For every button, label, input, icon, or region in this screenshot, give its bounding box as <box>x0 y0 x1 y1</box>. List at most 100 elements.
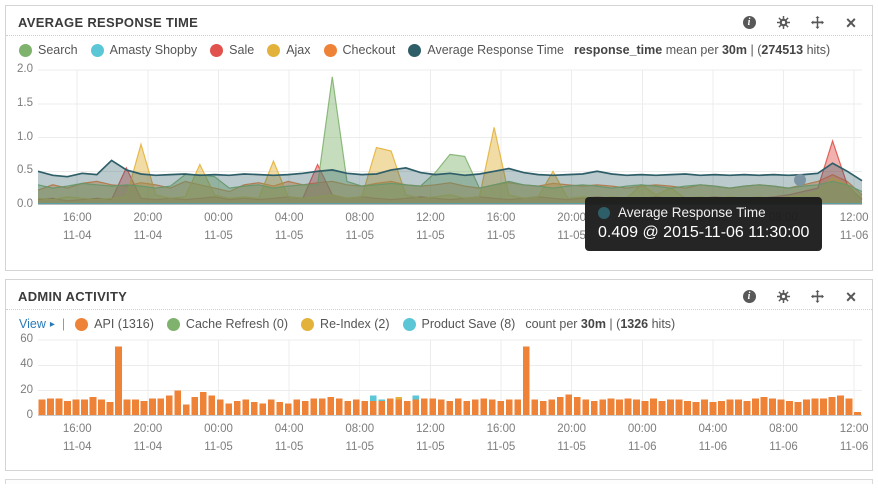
bar[interactable] <box>183 404 190 416</box>
bar[interactable] <box>760 397 768 416</box>
bar[interactable] <box>514 399 522 416</box>
bar-chart-canvas[interactable] <box>38 339 862 416</box>
bar[interactable] <box>38 399 46 416</box>
bar[interactable] <box>284 403 292 416</box>
bar[interactable] <box>641 400 649 416</box>
bar[interactable] <box>378 400 386 416</box>
bar[interactable] <box>718 400 725 416</box>
gear-icon[interactable] <box>776 16 790 30</box>
bar[interactable] <box>437 399 445 416</box>
bar[interactable] <box>361 400 369 416</box>
bar[interactable] <box>531 399 539 416</box>
close-icon[interactable]: × <box>845 286 857 307</box>
bar[interactable] <box>403 400 411 416</box>
bar[interactable] <box>845 398 853 416</box>
bar[interactable] <box>81 399 88 416</box>
view-link[interactable]: View ▸ <box>19 317 55 331</box>
bar[interactable] <box>149 398 156 416</box>
bar[interactable] <box>624 398 632 416</box>
bar[interactable] <box>701 399 708 416</box>
bar[interactable] <box>293 399 301 416</box>
bar[interactable] <box>225 403 233 416</box>
bar[interactable] <box>794 402 802 416</box>
info-icon[interactable]: i <box>742 16 756 30</box>
bar[interactable] <box>352 399 360 416</box>
bar[interactable] <box>420 398 428 416</box>
bar[interactable] <box>616 399 623 416</box>
bar[interactable] <box>446 400 454 416</box>
bar[interactable] <box>752 398 759 416</box>
legend-item-checkout[interactable]: Checkout <box>323 43 395 57</box>
legend-item-sale[interactable]: Sale <box>210 43 254 57</box>
bar[interactable] <box>216 399 224 416</box>
legend-item-api-1316-[interactable]: API (1316) <box>75 317 154 331</box>
bar[interactable] <box>854 412 861 416</box>
bar[interactable] <box>726 399 734 416</box>
bar[interactable] <box>454 398 462 416</box>
bar[interactable] <box>488 399 496 416</box>
bar[interactable] <box>650 398 657 416</box>
bar[interactable] <box>429 398 437 416</box>
bar[interactable] <box>769 398 776 416</box>
bar[interactable] <box>412 399 420 416</box>
bar[interactable] <box>820 398 827 416</box>
bar[interactable] <box>395 399 403 416</box>
legend-item-ajax[interactable]: Ajax <box>267 43 311 57</box>
info-icon[interactable]: i <box>742 290 756 304</box>
bar[interactable] <box>318 398 326 416</box>
bar[interactable] <box>658 400 666 416</box>
bar[interactable] <box>301 400 309 416</box>
legend-item-re-index-2-[interactable]: Re-Index (2) <box>301 317 390 331</box>
bar[interactable] <box>565 394 573 416</box>
bar[interactable] <box>777 399 785 416</box>
bar[interactable] <box>72 399 80 416</box>
bar[interactable] <box>259 403 267 416</box>
bar[interactable] <box>607 398 615 416</box>
bar[interactable] <box>633 399 640 416</box>
bar[interactable] <box>166 395 173 416</box>
legend-item-average-response-time[interactable]: Average Response Time <box>408 43 564 57</box>
bar[interactable] <box>140 400 148 416</box>
bar[interactable] <box>267 399 275 416</box>
bar[interactable] <box>743 400 751 416</box>
bar[interactable] <box>242 399 250 416</box>
bar[interactable] <box>386 398 394 416</box>
bar[interactable] <box>539 400 547 416</box>
bar[interactable] <box>828 397 836 416</box>
bar[interactable] <box>327 397 335 416</box>
bar[interactable] <box>335 398 343 416</box>
bar[interactable] <box>174 390 182 416</box>
bar[interactable] <box>157 398 165 416</box>
bar[interactable] <box>276 402 284 416</box>
bar[interactable] <box>369 400 377 416</box>
move-icon[interactable] <box>810 290 824 304</box>
bar[interactable] <box>89 397 97 416</box>
bar[interactable] <box>106 402 114 416</box>
bar[interactable] <box>64 400 71 416</box>
bar[interactable] <box>522 346 530 416</box>
bar[interactable] <box>132 399 139 416</box>
area-chart-canvas[interactable] <box>37 69 863 205</box>
bar[interactable] <box>191 397 199 416</box>
bar[interactable] <box>47 398 54 416</box>
bar-segment-product-save[interactable] <box>378 399 386 401</box>
bar[interactable] <box>505 399 513 416</box>
bar[interactable] <box>548 399 556 416</box>
bar[interactable] <box>667 399 674 416</box>
bar[interactable] <box>735 399 742 416</box>
bar-segment-product-save[interactable] <box>412 395 420 400</box>
bar[interactable] <box>344 400 352 416</box>
gear-icon[interactable] <box>776 290 790 304</box>
bar[interactable] <box>115 346 122 416</box>
bar[interactable] <box>123 399 131 416</box>
legend-item-amasty-shopby[interactable]: Amasty Shopby <box>90 43 197 57</box>
legend-item-search[interactable]: Search <box>19 43 78 57</box>
bar[interactable] <box>573 397 581 416</box>
bar[interactable] <box>675 399 683 416</box>
bar[interactable] <box>837 395 844 416</box>
move-icon[interactable] <box>810 16 824 30</box>
bar[interactable] <box>692 402 700 416</box>
bar[interactable] <box>582 399 589 416</box>
bar[interactable] <box>233 400 241 416</box>
bar[interactable] <box>556 397 564 416</box>
